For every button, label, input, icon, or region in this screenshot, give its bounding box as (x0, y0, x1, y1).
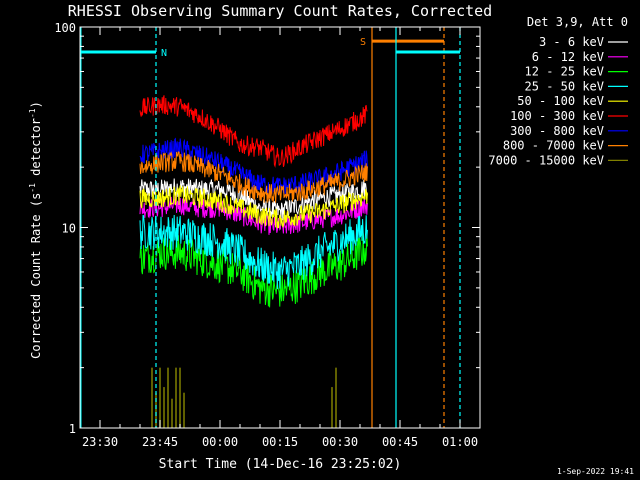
legend-label-5: 100 - 300 keV (510, 109, 604, 123)
y-axis-label: Corrected Count Rate (s-1 detector-1) (28, 101, 43, 359)
y-tick-label-2: 100 (54, 21, 76, 35)
legend-title: Det 3,9, Att 0 (527, 15, 628, 29)
x-tick-label-4: 00:30 (322, 435, 358, 449)
series-line-2 (139, 233, 368, 308)
annotation-label-0: N (161, 48, 167, 59)
annotation-label-1: S (360, 37, 366, 48)
x-tick-label-0: 23:30 (82, 435, 118, 449)
y-axis-label-end: ) (29, 101, 43, 108)
legend-label-1: 6 - 12 keV (532, 50, 604, 64)
legend-label-3: 25 - 50 keV (525, 79, 604, 93)
y-axis-label-mid: detector (29, 118, 43, 183)
legend-label-4: 50 - 100 keV (517, 94, 604, 108)
data-layer (139, 95, 368, 428)
y-axis-label-exp1: -1 (28, 183, 37, 193)
legend-label-8: 7000 - 15000 keV (488, 153, 604, 167)
legend-label-6: 300 - 800 keV (510, 124, 604, 138)
x-axis-label: Start Time (14-Dec-16 23:25:02) (159, 457, 402, 472)
x-tick-label-1: 23:45 (142, 435, 178, 449)
x-tick-label-3: 00:15 (262, 435, 298, 449)
series-line-7 (139, 151, 368, 203)
y-axis-label-exp2: -1 (28, 108, 37, 118)
x-tick-label-6: 01:00 (442, 435, 478, 449)
chart-title: RHESSI Observing Summary Count Rates, Co… (68, 2, 492, 20)
series-line-3 (139, 214, 368, 290)
y-tick-label-1: 10 (62, 222, 76, 236)
x-tick-label-5: 00:45 (382, 435, 418, 449)
y-axis-label-base: Corrected Count Rate (s (29, 193, 43, 359)
legend-label-0: 3 - 6 keV (539, 35, 604, 49)
x-tick-label-2: 00:00 (202, 435, 238, 449)
legend-label-2: 12 - 25 keV (525, 65, 604, 79)
legend-label-7: 800 - 7000 keV (503, 139, 604, 153)
series-line-5 (139, 95, 368, 168)
axis-layer: 1 10 100 23:30 23:45 00:00 00:15 00:30 00:45 01:0… (54, 21, 481, 449)
series-line-4 (139, 185, 368, 229)
annotation-layer: NS (80, 27, 461, 428)
footer-date: 1-Sep-2022 19:41 (557, 467, 634, 476)
y-tick-label-0: 1 (69, 422, 76, 436)
